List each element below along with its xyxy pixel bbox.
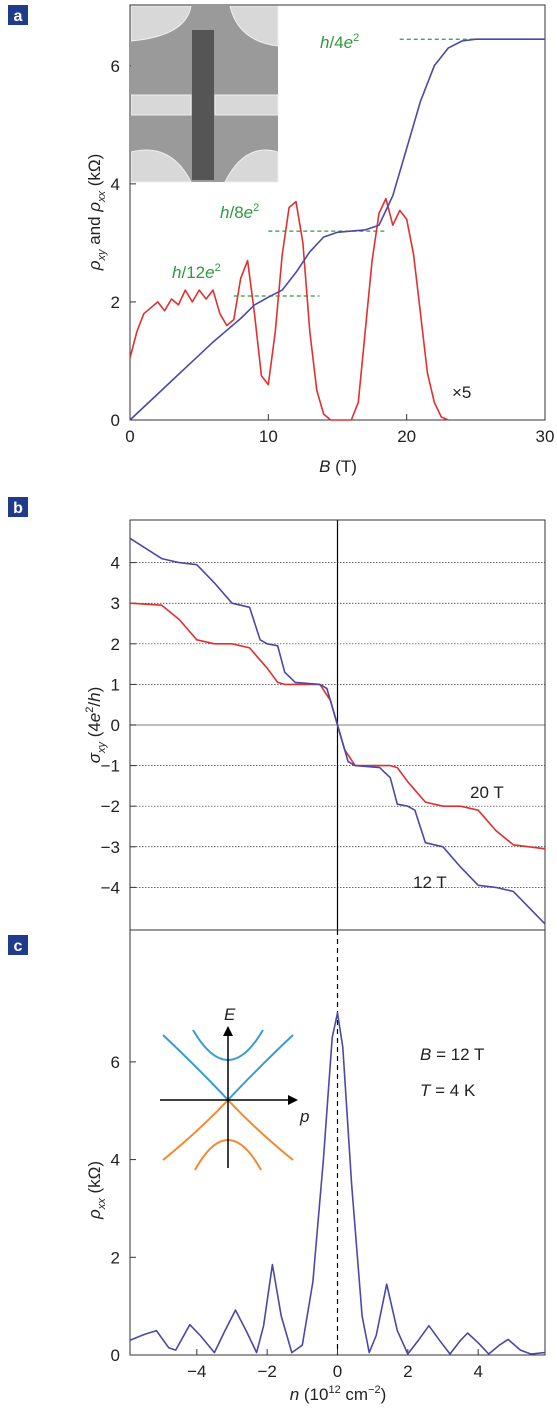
data-line: [129, 537, 546, 925]
panel-label: c: [14, 938, 23, 955]
annotation: h/4e2: [320, 32, 359, 52]
x-tick-label: −2: [257, 1362, 276, 1381]
y-tick-label: −1: [101, 757, 120, 776]
x-tick-label: 0: [333, 1362, 342, 1381]
y-tick-label: −3: [101, 838, 120, 857]
panel-label-box: [8, 497, 28, 517]
x-tick-label: 0: [125, 427, 134, 446]
y-tick-label: 2: [111, 1248, 120, 1267]
y-tick-label: 4: [111, 175, 120, 194]
y-tick-label: 4: [111, 1151, 120, 1170]
data-line: [129, 1012, 546, 1355]
series-label: 20 T: [470, 783, 504, 802]
band-diagram-inset: [160, 1026, 298, 1171]
y-axis-label: ρxy and ρxx (kΩ): [85, 154, 108, 272]
y-tick-label: −2: [101, 797, 120, 816]
y-tick-label: 4: [111, 554, 120, 573]
y-tick-label: 2: [111, 635, 120, 654]
panel: 0 2 4 6 0 10 20 30: [111, 4, 555, 446]
y-tick-label: 6: [111, 1053, 120, 1072]
y-tick-label: 1: [111, 675, 120, 694]
x-tick-label: 10: [259, 427, 278, 446]
inset-axis-label: E: [224, 1005, 236, 1024]
x-tick-label: −4: [187, 1362, 206, 1381]
panel: 0 2 4 6 −4 −2 0 2 4: [111, 929, 546, 1381]
panel-label-box: [8, 935, 28, 955]
annotation: T = 4 K: [420, 1081, 476, 1100]
x-axis-label: B (T): [319, 457, 357, 476]
micrograph-inset: [130, 5, 279, 183]
y-tick-label: 0: [111, 716, 120, 735]
y-axis-label: ρxx (kΩ): [85, 1161, 108, 1220]
y-tick-label: −4: [101, 878, 120, 897]
y-tick-label: 3: [111, 594, 120, 613]
series-label: 12 T: [413, 873, 447, 892]
y-tick-label: 2: [111, 293, 120, 312]
annotation: h/8e2: [220, 202, 259, 222]
x-tick-label: 4: [473, 1362, 482, 1381]
annotation: B = 12 T: [420, 1045, 484, 1064]
panel-label-box: [8, 5, 28, 25]
annotation: h/12e2: [172, 262, 221, 282]
x-tick-label: 2: [403, 1362, 412, 1381]
y-tick-label: 0: [111, 1346, 120, 1365]
data-line: [129, 38, 545, 421]
panel-label: b: [13, 500, 23, 517]
panel-label: a: [14, 8, 23, 25]
x-axis-label: n (1012 cm−2): [290, 1384, 387, 1404]
x-tick-label: 30: [536, 427, 555, 446]
panel: −4 −3 −2 −1 0 1 2 3 4: [101, 519, 546, 931]
data-line: [129, 197, 449, 421]
y-tick-label: 0: [111, 411, 120, 430]
annotation: ×5: [452, 383, 471, 402]
y-tick-label: 6: [111, 57, 120, 76]
inset-axis-label: p: [299, 1107, 309, 1126]
x-tick-label: 20: [397, 427, 416, 446]
y-axis-label: σxy (4e2/h): [84, 687, 108, 764]
